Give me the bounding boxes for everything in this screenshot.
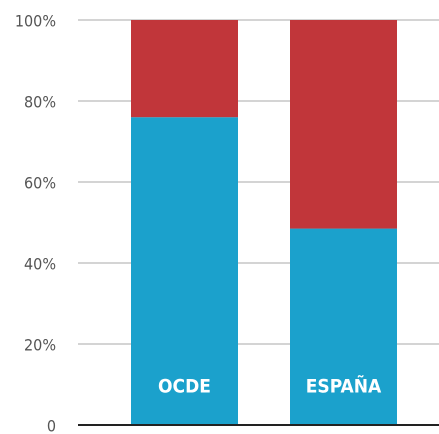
- y-tick-label: 100%: [15, 12, 56, 31]
- y-tick-label: 60%: [24, 174, 56, 193]
- category-label: ESPAÑA: [306, 374, 382, 398]
- y-tick-label: 0: [47, 417, 56, 434]
- category-label: OCDE: [158, 376, 211, 398]
- y-tick-label: 20%: [24, 336, 56, 355]
- bar-segment: [131, 20, 238, 118]
- bar-segment: [131, 117, 238, 425]
- bar-segment: [290, 228, 397, 425]
- bar-segment: [290, 20, 397, 229]
- y-tick-label: 40%: [24, 255, 56, 274]
- y-tick-label: 80%: [24, 93, 56, 112]
